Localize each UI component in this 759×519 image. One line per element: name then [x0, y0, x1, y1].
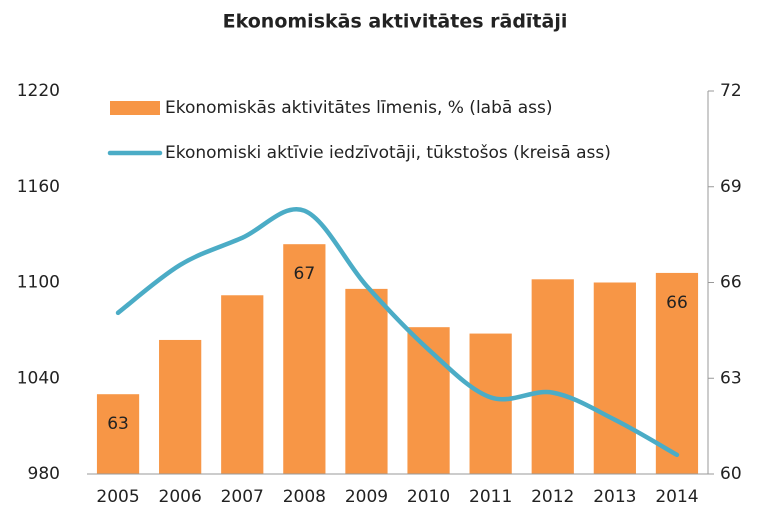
bar: [655, 272, 699, 474]
legend-label: Ekonomiski aktīvie iedzīvotāji, tūkstošo…: [165, 143, 611, 163]
x-tick-label: 2012: [531, 487, 574, 507]
bar: [531, 279, 574, 474]
y-tick-label: 1220: [17, 81, 60, 101]
x-tick-label: 2010: [407, 487, 450, 507]
data-label: 66: [666, 293, 688, 313]
bar: [345, 288, 388, 474]
data-label: 67: [294, 264, 316, 284]
chart-title: Ekonomiskās aktivitātes rādītāji: [223, 11, 568, 33]
x-tick-label: 2008: [283, 487, 326, 507]
x-tick-label: 2011: [469, 487, 512, 507]
bar: [221, 295, 264, 474]
y2-tick-label: 66: [720, 273, 742, 293]
bar: [593, 282, 636, 474]
y-tick-label: 1040: [17, 368, 60, 388]
y-tick-label: 1160: [17, 177, 60, 197]
x-tick-label: 2006: [159, 487, 202, 507]
x-tick-label: 2014: [655, 487, 698, 507]
x-tick-label: 2013: [593, 487, 636, 507]
y2-tick-label: 72: [720, 81, 742, 101]
legend-label: Ekonomiskās aktivitātes līmenis, % (labā…: [165, 98, 552, 118]
x-tick-label: 2007: [221, 487, 264, 507]
x-tick-label: 2005: [96, 487, 139, 507]
bar: [283, 244, 326, 474]
data-label: 63: [107, 414, 129, 434]
y2-tick-label: 60: [720, 464, 742, 484]
x-tick-label: 2009: [345, 487, 388, 507]
y2-tick-label: 69: [720, 177, 742, 197]
line: [115, 206, 680, 458]
y-tick-label: 1100: [17, 273, 60, 293]
bar: [159, 339, 202, 474]
y2-tick-label: 63: [720, 368, 742, 388]
bar: [469, 333, 512, 474]
legend-swatch: [110, 101, 160, 115]
bar: [96, 394, 140, 474]
y-tick-label: 980: [28, 464, 60, 484]
